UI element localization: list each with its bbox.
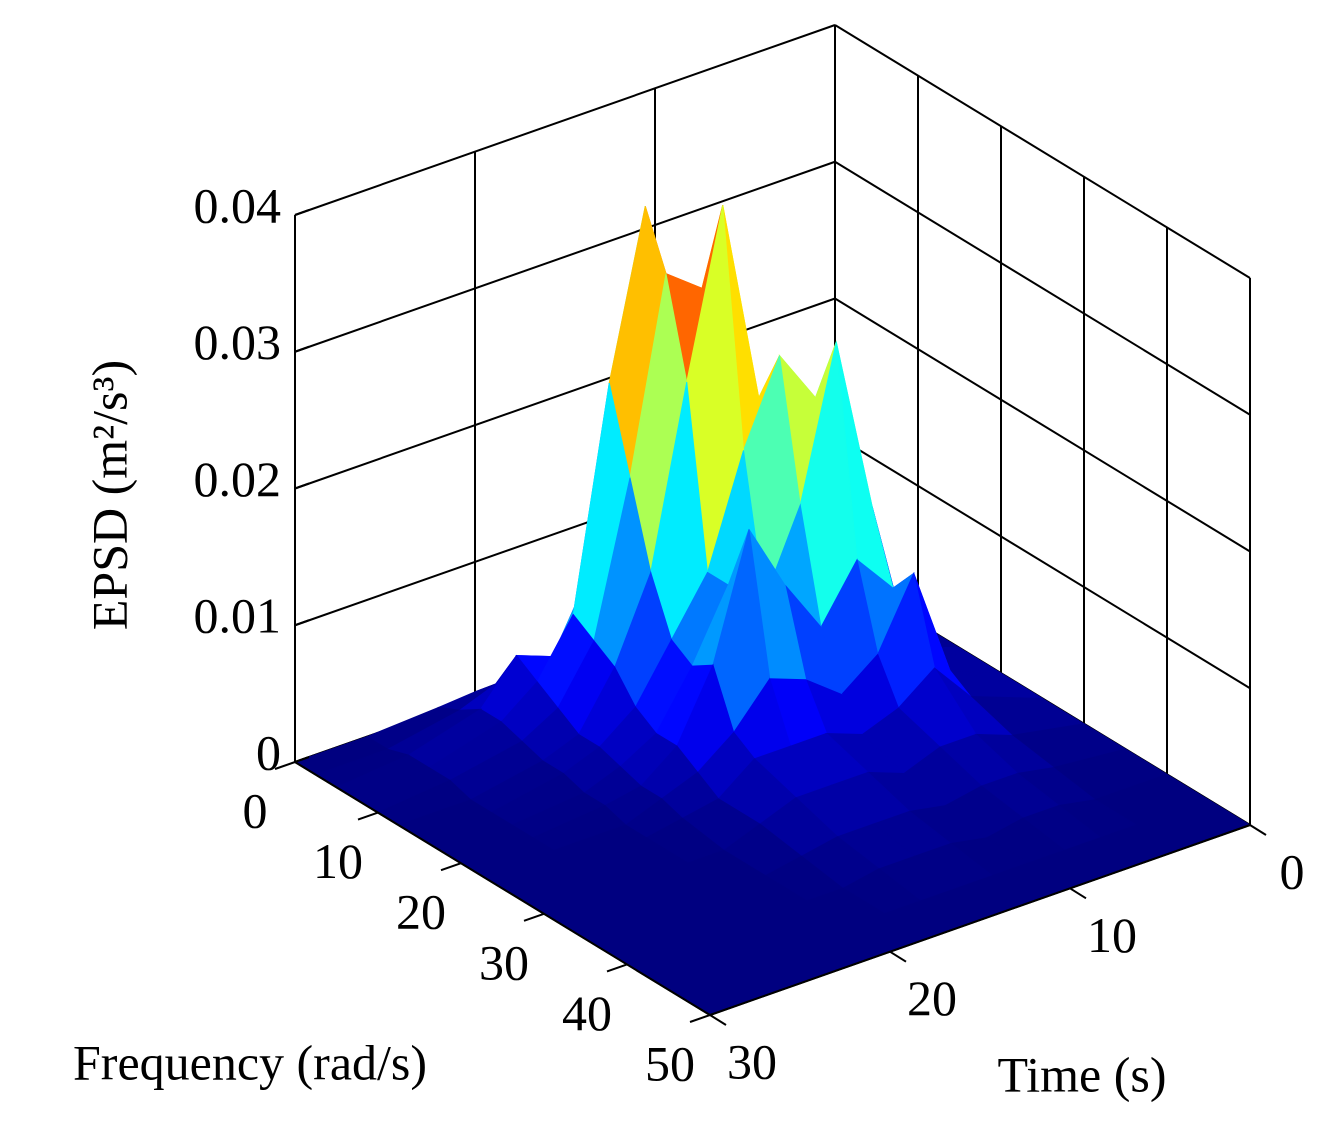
grid-line xyxy=(834,297,1251,553)
grid-line xyxy=(834,24,1251,279)
y-tick-label: 0 xyxy=(1280,843,1305,899)
y-tick xyxy=(889,950,907,963)
x-tick xyxy=(606,963,628,973)
grid-line xyxy=(834,160,1251,416)
y-tick-label: 10 xyxy=(1087,907,1137,963)
z-tick-label: 0.03 xyxy=(194,314,282,370)
z-tick xyxy=(294,482,310,490)
z-tick-label: 0.01 xyxy=(194,588,282,644)
z-tick xyxy=(294,756,310,763)
x-tick xyxy=(440,862,462,872)
y-axis xyxy=(709,824,1251,1016)
x-tick xyxy=(523,912,545,922)
surface xyxy=(293,205,1252,1016)
z-tick xyxy=(294,619,310,627)
y-tick xyxy=(709,1014,727,1026)
y-tick xyxy=(1069,887,1087,900)
x-tick-label: 0 xyxy=(243,782,268,838)
axes: 0 0.01 0.02 0.03 0.04 0 10 20 30 40 50 0 10 20 30 xyxy=(194,177,1305,1091)
y-tick xyxy=(1249,824,1267,836)
x-tick-label: 20 xyxy=(396,884,446,940)
x-tick-label: 30 xyxy=(479,934,529,990)
x-axis-label: Frequency (rad/s) xyxy=(73,1034,427,1090)
grid-line xyxy=(294,24,836,216)
z-axis-label: EPSD (m²/s³) xyxy=(81,360,137,630)
z-tick-label: 0 xyxy=(256,724,281,780)
y-tick-label: 20 xyxy=(907,970,957,1026)
x-tick-label: 40 xyxy=(562,985,612,1041)
x-tick-label: 50 xyxy=(645,1035,695,1091)
y-tick-label: 30 xyxy=(727,1033,777,1089)
x-tick xyxy=(274,761,296,770)
z-tick xyxy=(294,209,310,216)
x-tick xyxy=(357,811,379,821)
z-tick xyxy=(294,345,310,353)
y-axis-label: Time (s) xyxy=(997,1046,1166,1102)
x-tick xyxy=(689,1014,711,1023)
x-tick-label: 10 xyxy=(313,833,363,889)
z-tick-label: 0.02 xyxy=(194,451,282,507)
grid-line xyxy=(294,160,836,353)
z-tick-label: 0.04 xyxy=(194,177,282,233)
grid-line xyxy=(834,434,1251,690)
x-axis xyxy=(294,761,711,1016)
